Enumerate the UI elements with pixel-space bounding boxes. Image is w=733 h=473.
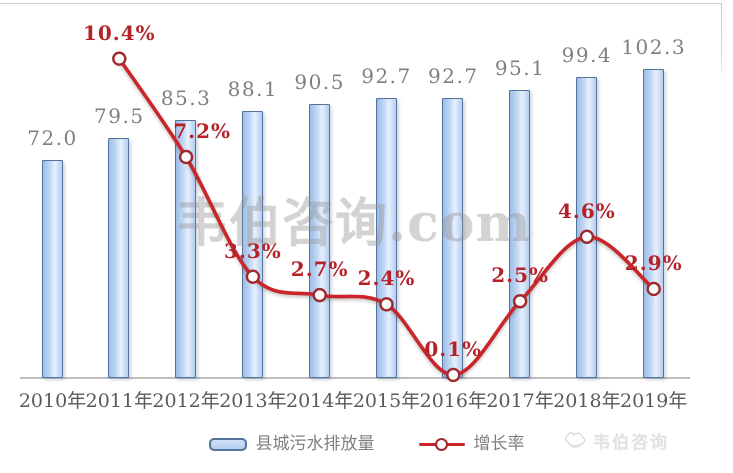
- line-value-label-2013年: 3.3%: [223, 238, 282, 263]
- line-value-label-2014年: 2.7%: [290, 257, 349, 282]
- line-marker-2017年: [512, 294, 528, 309]
- line-marker-2011年: [112, 51, 127, 66]
- bar-2010年: [41, 160, 63, 378]
- x-axis-label-2010年: 2010年: [18, 390, 87, 412]
- bar-value-label-2016年: 92.7: [428, 63, 479, 88]
- x-axis-label-2013年: 2013年: [219, 390, 287, 412]
- line-marker-2019年: [646, 281, 661, 297]
- bar-value-label-2011年: 79.5: [94, 103, 145, 128]
- line-value-label-2019年: 2.9%: [624, 250, 683, 275]
- bar-value-label-2019年: 102.3: [621, 34, 687, 59]
- line-value-label-2016年: 0.1%: [424, 336, 483, 361]
- bar-2019年: [642, 68, 664, 378]
- line-value-label-2017年: 2.5%: [491, 263, 549, 288]
- legend: 县城污水排放量 增长率: [0, 434, 733, 454]
- line-marker-2016年: [446, 367, 461, 383]
- x-axis-label-2011年: 2011年: [85, 390, 153, 412]
- line-marker-2013年: [245, 269, 261, 284]
- brand-logo-text: 韦伯咨询: [593, 433, 669, 453]
- bar-2014年: [308, 104, 330, 378]
- bar-2012年: [175, 119, 197, 378]
- bar-value-label-2015年: 92.7: [361, 63, 412, 88]
- x-axis-label-2012年: 2012年: [152, 390, 220, 412]
- line-marker-2018年: [579, 229, 595, 244]
- legend-line-label: 增长率: [473, 434, 525, 454]
- line-marker-2012年: [178, 149, 194, 165]
- bar-2011年: [108, 137, 130, 378]
- bar-value-label-2012年: 85.3: [160, 85, 212, 110]
- line-value-label-2012年: 7.2%: [173, 118, 231, 143]
- x-axis-label-2014年: 2014年: [286, 390, 354, 412]
- brand-logo-icon: [564, 431, 586, 448]
- line-value-label-2011年: 10.4%: [82, 20, 156, 45]
- line-value-label-2018年: 4.6%: [557, 198, 616, 223]
- bar-value-label-2010年: 72.0: [27, 126, 78, 151]
- brand-watermark: 韦伯咨询: [564, 428, 669, 453]
- bar-value-label-2014年: 90.5: [294, 70, 345, 95]
- bar-2013年: [241, 111, 263, 378]
- page-right-border-line: [721, 3, 722, 81]
- line-marker-2015年: [379, 297, 394, 312]
- x-axis-label-2016年: 2016年: [419, 390, 487, 412]
- bar-2018年: [575, 77, 597, 378]
- x-axis-label-2018年: 2018年: [553, 390, 621, 412]
- bar-value-label-2018年: 99.4: [561, 43, 613, 68]
- line-marker-2014年: [312, 287, 327, 303]
- x-axis-label-2015年: 2015年: [352, 390, 421, 412]
- x-axis-line: [20, 377, 690, 379]
- bar-value-label-2013年: 88.1: [227, 77, 279, 102]
- bar-value-label-2017年: 95.1: [494, 56, 546, 81]
- legend-bar-swatch-icon: [208, 437, 247, 451]
- line-value-label-2015年: 2.4%: [357, 266, 416, 291]
- legend-bar-label: 县城污水排放量: [255, 434, 375, 454]
- legend-line-marker-icon: [418, 437, 465, 451]
- page-top-border-line: [0, 3, 722, 4]
- x-axis-label-2019年: 2019年: [620, 390, 688, 412]
- x-axis-label-2017年: 2017年: [486, 390, 554, 412]
